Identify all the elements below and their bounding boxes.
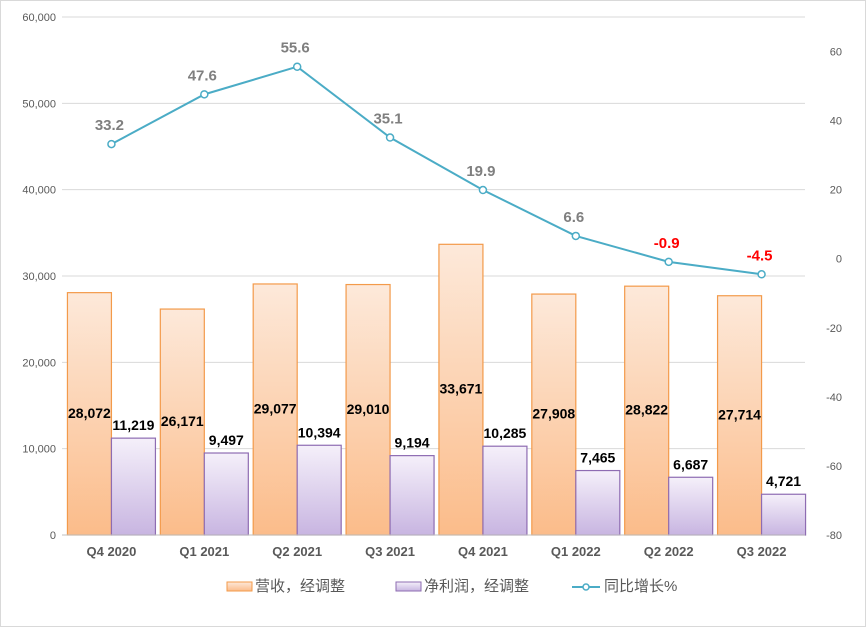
- profit-bar: [668, 476, 714, 536]
- growth-point: [200, 90, 209, 99]
- revenue-bar: [66, 292, 113, 536]
- revenue-data-label: 28,072: [68, 405, 111, 421]
- growth-point: [757, 270, 766, 279]
- profit-bar: [296, 444, 342, 536]
- profit-bar: [203, 452, 249, 536]
- profit-bar: [760, 493, 807, 536]
- left-tick-label: 20,000: [22, 357, 56, 369]
- growth-data-label: -4.5: [747, 247, 773, 264]
- revenue-data-label: 28,822: [625, 402, 668, 418]
- legend-label-growth: 同比增长%: [604, 578, 677, 595]
- growth-point: [385, 133, 395, 142]
- revenue-data-label: 27,714: [718, 406, 761, 422]
- growth-point: [292, 62, 302, 71]
- profit-data-label: 9,194: [395, 435, 430, 451]
- profit-data-label: 10,394: [298, 424, 341, 440]
- x-tick-label: Q1 2021: [179, 544, 229, 559]
- left-tick-label: 60,000: [22, 12, 56, 24]
- revenue-bar: [252, 283, 298, 536]
- profit-bar: [482, 445, 528, 536]
- revenue-bar: [531, 293, 577, 536]
- left-tick-label: 0: [50, 530, 56, 542]
- growth-point: [571, 231, 581, 241]
- growth-data-label: -0.9: [654, 235, 680, 252]
- x-tick-label: Q4 2021: [458, 544, 508, 559]
- growth-line: [110, 65, 762, 276]
- growth-data-label: 6.6: [563, 209, 584, 226]
- left-tick-label: 50,000: [22, 98, 56, 110]
- revenue-data-label: 29,077: [254, 400, 297, 416]
- right-tick-label: 40: [830, 116, 842, 128]
- revenue-bar: [438, 243, 484, 536]
- revenue-data-label: 27,908: [532, 406, 575, 422]
- revenue-bar: [624, 285, 670, 536]
- left-tick-label: 30,000: [22, 271, 56, 283]
- legend-label-revenue: 营收，经调整: [255, 578, 345, 595]
- right-tick-label: -40: [826, 392, 842, 404]
- profit-data-label: 9,497: [209, 432, 244, 448]
- profit-bar: [575, 469, 621, 536]
- growth-data-label: 35.1: [373, 111, 402, 128]
- x-tick-label: Q3 2022: [737, 544, 787, 559]
- legend-swatch-profit: [395, 581, 422, 592]
- x-tick-label: Q4 2020: [87, 544, 137, 559]
- growth-point: [664, 257, 673, 267]
- profit-data-label: 4,721: [766, 473, 801, 489]
- legend-swatch-revenue: [226, 581, 253, 592]
- revenue-data-label: 29,010: [347, 401, 390, 417]
- profit-data-label: 7,465: [580, 450, 615, 466]
- right-tick-label: -20: [826, 323, 842, 335]
- profit-bar: [389, 455, 435, 536]
- revenue-data-label: 33,671: [440, 381, 483, 397]
- profit-data-label: 10,285: [484, 425, 527, 441]
- growth-data-label: 33.2: [95, 117, 124, 134]
- growth-point: [107, 139, 116, 149]
- right-tick-label: -60: [826, 461, 842, 473]
- legend-label-profit: 净利润，经调整: [424, 578, 529, 595]
- right-tick-label: 60: [830, 47, 842, 59]
- x-tick-label: Q1 2022: [551, 544, 601, 559]
- legend-marker-growth: [582, 583, 590, 591]
- profit-bar: [110, 437, 157, 536]
- legend: 营收，经调整 净利润，经调整 同比增长%: [226, 578, 677, 595]
- growth-data-label: 47.6: [188, 67, 217, 84]
- right-tick-label: 20: [830, 185, 842, 197]
- left-tick-label: 40,000: [22, 185, 56, 197]
- revenue-bar: [159, 308, 205, 536]
- profit-data-label: 11,219: [112, 417, 154, 433]
- x-tick-label: Q2 2021: [272, 544, 322, 559]
- growth-data-label: 19.9: [466, 163, 495, 180]
- right-tick-label: -80: [826, 530, 842, 542]
- revenue-bar: [345, 283, 391, 536]
- profit-data-label: 6,687: [673, 456, 708, 472]
- x-tick-label: Q2 2022: [644, 544, 694, 559]
- x-tick-label: Q3 2021: [365, 544, 415, 559]
- left-tick-label: 10,000: [22, 444, 56, 456]
- growth-point: [478, 185, 488, 195]
- growth-data-label: 55.6: [281, 40, 310, 57]
- revenue-data-label: 26,171: [161, 413, 204, 429]
- right-tick-label: 0: [836, 254, 842, 266]
